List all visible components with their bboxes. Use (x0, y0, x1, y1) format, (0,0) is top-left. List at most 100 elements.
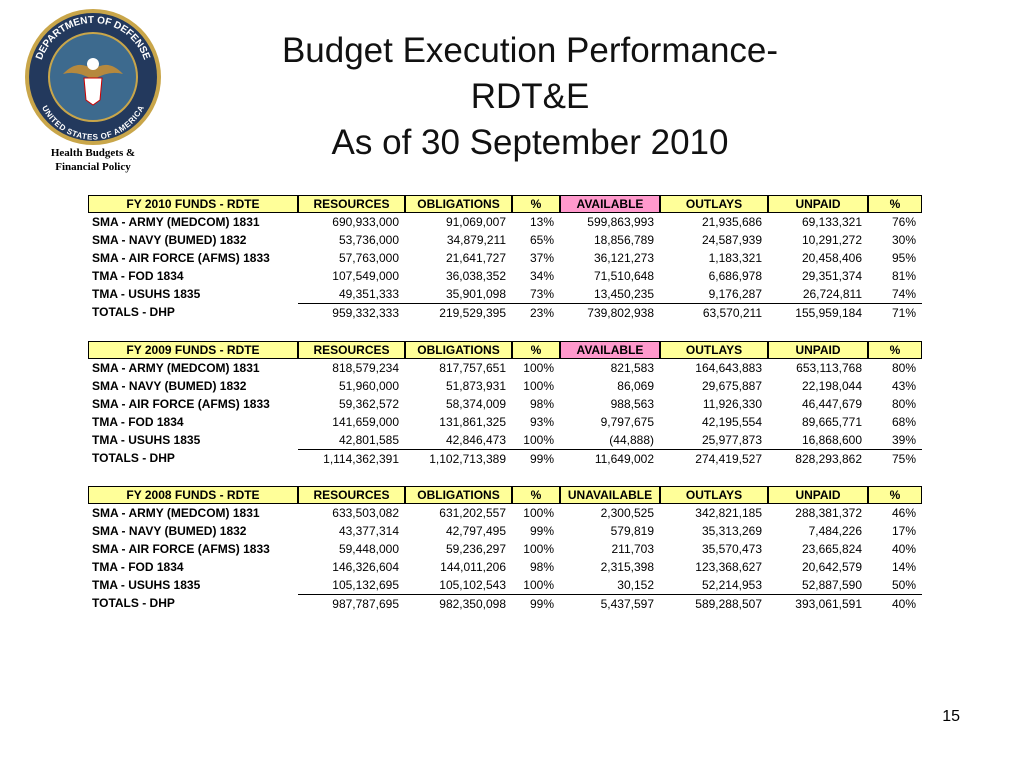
table-cell: 274,419,527 (660, 449, 768, 467)
header-cell: AVAILABLE (561, 342, 659, 358)
table-cell: 25,977,873 (701, 433, 762, 447)
header-row: FY 2010 FUNDS - RDTE RESOURCES OBLIGATIONS… (88, 195, 922, 213)
caption-line: Financial Policy (55, 161, 131, 173)
table-cell: 100% (523, 506, 554, 520)
table-cell: 2,300,525 (600, 506, 654, 520)
table-cell: 57,763,000 (338, 251, 399, 265)
table-cell: 13,450,235 (593, 287, 654, 301)
table: FY 2008 FUNDS - RDTE RESOURCES OBLIGATIONS… (88, 486, 922, 612)
header-cell: FY 2010 FUNDS - RDTE (89, 196, 297, 212)
header-cell: UNPAID (769, 487, 867, 503)
table-cell: TOTALS - DHP (92, 596, 175, 610)
table-cell: 7,484,226 (808, 524, 862, 538)
caption: Health Budgets & Financial Policy (28, 146, 158, 174)
table-cell: 959,332,333 (298, 303, 405, 321)
table-cell: 30,152 (617, 578, 654, 592)
table-cell: 30% (891, 233, 916, 247)
table-cell: 100% (523, 578, 554, 592)
table-cell: 95% (891, 251, 916, 265)
table-cell: 59,362,572 (338, 397, 399, 411)
table-row: TOTALS - DHP 959,332,333 219,529,395 23% 739… (88, 303, 922, 321)
table: FY 2009 FUNDS - RDTE RESOURCES OBLIGATIONS… (88, 341, 922, 467)
table-cell: 39% (891, 433, 916, 447)
table-cell: 75% (868, 449, 922, 467)
header-cell: % (869, 342, 921, 358)
table-cell: 100% (523, 379, 554, 393)
header-cell: FY 2008 FUNDS - RDTE (89, 487, 297, 503)
table-cell: 164,643,883 (695, 361, 762, 375)
seal: DEPARTMENT OF DEFENSE UNITED STATES OF A… (25, 9, 161, 145)
table-cell: 43% (891, 379, 916, 393)
table-cell: 817,757,651 (439, 361, 506, 375)
header-cell: OUTLAYS (661, 196, 767, 212)
header-cell: RESOURCES (299, 487, 404, 503)
header-cell: AVAILABLE (561, 196, 659, 212)
table-cell: TMA - FOD 1834 (92, 560, 184, 574)
table-cell: 43,377,314 (338, 524, 399, 538)
table-cell: (44,888) (609, 433, 654, 447)
table-cell: 6,686,978 (708, 269, 762, 283)
table-cell: 155,959,184 (768, 303, 868, 321)
table-cell: 9,797,675 (600, 415, 654, 429)
table-cell: 52,214,953 (701, 578, 762, 592)
table-row: TMA - FOD 1834 146,326,604 144,011,206 98% 2… (88, 558, 922, 576)
table-cell: 74% (891, 287, 916, 301)
table-cell: 98% (529, 397, 554, 411)
table-cell: TMA - USUHS 1835 (92, 287, 201, 301)
table-row: TMA - USUHS 1835 49,351,333 35,901,098 73% 1… (88, 285, 922, 303)
table-cell: 288,381,372 (795, 506, 862, 520)
table-cell: 46% (891, 506, 916, 520)
table-cell: 21,935,686 (701, 215, 762, 229)
table-cell: 76% (891, 215, 916, 229)
title-line: As of 30 September 2010 (331, 123, 729, 162)
table-cell: 818,579,234 (332, 361, 399, 375)
table-cell: 2,315,398 (600, 560, 654, 574)
header-row: FY 2009 FUNDS - RDTE RESOURCES OBLIGATIONS… (88, 341, 922, 359)
table-cell: 80% (891, 397, 916, 411)
table-cell: 1,114,362,391 (298, 449, 405, 467)
table-row: SMA - AIR FORCE (AFMS) 1833 59,362,572 58,… (88, 395, 922, 413)
table-cell: 11,926,330 (702, 397, 762, 411)
table-cell: 20,642,579 (801, 560, 862, 574)
header-row: FY 2008 FUNDS - RDTE RESOURCES OBLIGATIONS… (88, 486, 922, 504)
table-cell: 828,293,862 (768, 449, 868, 467)
header-cell: % (869, 196, 921, 212)
table-cell: 100% (523, 542, 554, 556)
table-cell: 589,288,507 (660, 594, 768, 612)
table-cell: 599,863,993 (587, 215, 654, 229)
table-cell: 69,133,321 (801, 215, 862, 229)
table-cell: 58,374,009 (445, 397, 506, 411)
table-row: SMA - ARMY (MEDCOM) 1831 690,933,000 91,06… (88, 213, 922, 231)
table-cell: 89,665,771 (801, 415, 862, 429)
header-cell: RESOURCES (299, 196, 404, 212)
table-cell: 23,665,824 (801, 542, 862, 556)
table-row: TMA - FOD 1834 141,659,000 131,861,325 93% 9… (88, 413, 922, 431)
table-cell: 42,797,495 (445, 524, 506, 538)
table-row: TOTALS - DHP 1,114,362,391 1,102,713,389 99… (88, 449, 922, 467)
table-row: TMA - FOD 1834 107,549,000 36,038,352 34% 71… (88, 267, 922, 285)
table-cell: 16,868,600 (801, 433, 862, 447)
table-cell: 987,787,695 (298, 594, 405, 612)
table-cell: 99% (512, 449, 560, 467)
table-cell: 26,724,811 (802, 287, 862, 301)
table-cell: 146,326,604 (332, 560, 399, 574)
table-cell: 24,587,939 (701, 233, 762, 247)
page-number: 15 (942, 708, 960, 725)
table-row: SMA - NAVY (BUMED) 1832 53,736,000 34,879,… (88, 231, 922, 249)
table-cell: 59,448,000 (338, 542, 399, 556)
table-cell: 5,437,597 (560, 594, 660, 612)
table-cell: TOTALS - DHP (92, 305, 175, 319)
header-cell: % (513, 342, 559, 358)
table-cell: 35,313,269 (701, 524, 762, 538)
table-cell: TMA - FOD 1834 (92, 269, 184, 283)
title-line: Budget Execution Performance- (281, 31, 779, 70)
table-cell: 40% (891, 542, 916, 556)
table-cell: 11,649,002 (560, 449, 660, 467)
table-cell: TOTALS - DHP (92, 451, 175, 465)
table-cell: 100% (523, 433, 554, 447)
table-cell: 36,121,273 (593, 251, 654, 265)
table-row: TOTALS - DHP 987,787,695 982,350,098 99% 5,4… (88, 594, 922, 612)
table: FY 2010 FUNDS - RDTE RESOURCES OBLIGATIONS… (88, 195, 922, 321)
table-cell: 91,069,007 (445, 215, 506, 229)
